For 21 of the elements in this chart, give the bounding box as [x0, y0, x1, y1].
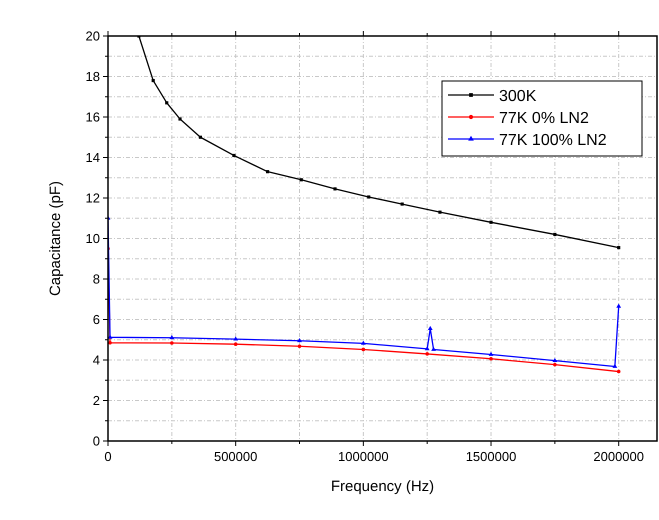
- x-tick-label: 0: [104, 449, 112, 464]
- y-tick-label: 8: [92, 272, 100, 286]
- y-tick-label: 18: [86, 69, 100, 84]
- y-tick-label: 16: [86, 110, 100, 124]
- y-tick-label: 2: [92, 393, 100, 408]
- y-tick-label: 10: [86, 231, 100, 246]
- x-tick-label: 1000000: [338, 449, 389, 464]
- x-axis-title: Frequency (Hz): [330, 478, 434, 495]
- legend-label: 77K 100% LN2: [499, 132, 607, 149]
- y-tick-label: 0: [92, 434, 100, 448]
- y-tick-label: 20: [86, 28, 100, 44]
- y-axis-title: Capacitance (pF): [47, 180, 64, 296]
- y-tick-label: 14: [86, 150, 100, 165]
- y-tick-label: 6: [92, 312, 100, 327]
- x-tick-label: 500000: [214, 449, 258, 464]
- y-tick-label: 4: [92, 352, 100, 368]
- y-tick-label: 12: [86, 190, 100, 206]
- x-tick-label: 2000000: [593, 449, 644, 464]
- legend-label: 300K: [499, 88, 537, 105]
- legend-label: 77K 0% LN2: [499, 110, 589, 127]
- x-tick-label: 1500000: [466, 449, 516, 464]
